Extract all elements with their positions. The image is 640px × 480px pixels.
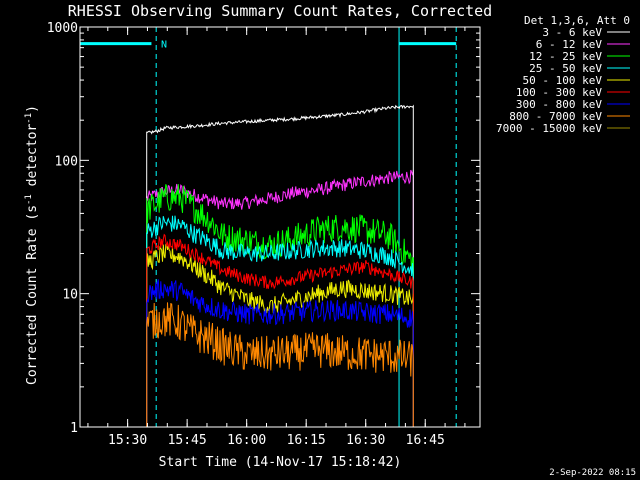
legend-label: 3 - 6 keV <box>542 26 602 39</box>
x-tick-label: 16:45 <box>406 433 445 448</box>
x-tick-label: 15:45 <box>168 433 207 448</box>
series-line <box>146 215 414 427</box>
y-axis-ticks: 1 10 100 1000 <box>47 21 480 436</box>
y-axis-label-exponent-1: -1 <box>24 194 34 205</box>
legend-header: Det 1,3,6, Att 0 <box>524 14 630 27</box>
x-axis-label: Start Time (14-Nov-17 15:18:42) <box>159 455 402 470</box>
y-tick-label: 10 <box>62 288 78 303</box>
y-axis-label-part-2: detector <box>25 124 40 195</box>
legend-label: 6 - 12 keV <box>536 38 603 51</box>
series-line <box>146 104 414 427</box>
night-label: N <box>161 40 167 51</box>
legend-label: 800 - 7000 keV <box>509 110 602 123</box>
x-tick-label: 16:00 <box>227 433 266 448</box>
series-line <box>146 233 414 427</box>
legend-label: 7000 - 15000 keV <box>496 122 602 135</box>
chart-title: RHESSI Observing Summary Count Rates, Co… <box>68 2 492 20</box>
legend-label: 25 - 50 keV <box>529 62 602 75</box>
series-line <box>146 279 414 427</box>
legend-label: 300 - 800 keV <box>516 98 602 111</box>
legend-label: 50 - 100 keV <box>523 74 603 87</box>
series-line <box>146 184 414 427</box>
y-tick-label: 1000 <box>47 21 78 36</box>
x-tick-label: 16:30 <box>346 433 385 448</box>
legend-label: 100 - 300 keV <box>516 86 602 99</box>
timestamp: 2-Sep-2022 08:15 <box>549 468 636 478</box>
legend-label: 12 - 25 keV <box>529 50 602 63</box>
y-tick-label: 1 <box>70 421 78 436</box>
y-axis-label: Corrected Count Rate (s-1 detector-1) <box>24 105 40 385</box>
x-tick-label: 16:15 <box>287 433 326 448</box>
series-line <box>146 302 414 427</box>
x-axis-ticks: 15:30 15:45 16:00 16:15 16:30 16:45 <box>87 27 466 448</box>
x-tick-label: 15:30 <box>108 433 147 448</box>
y-tick-label: 100 <box>55 154 78 169</box>
series-layer <box>146 104 414 427</box>
y-axis-label-exponent-2: -1 <box>24 113 34 124</box>
plot-frame <box>79 26 481 428</box>
y-axis-label-part-1: Corrected Count Rate (s <box>25 205 40 385</box>
y-axis-label-part-3: ) <box>25 105 40 113</box>
